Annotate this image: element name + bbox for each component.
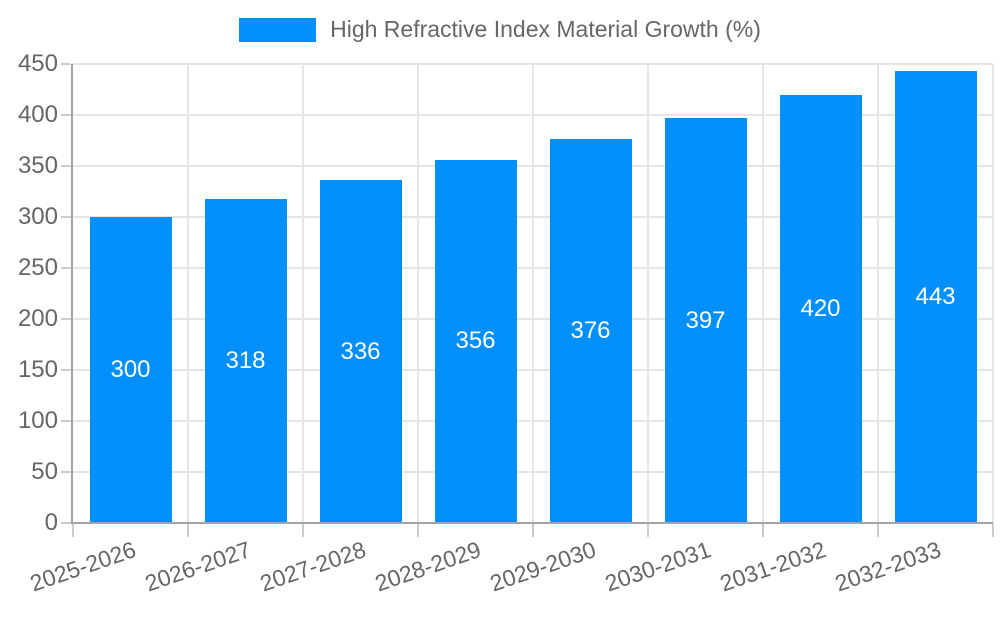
y-axis-tick <box>61 420 71 422</box>
gridline-vertical <box>187 64 189 523</box>
gridline-vertical <box>417 64 419 523</box>
bar-chart: High Refractive Index Material Growth (%… <box>0 16 1000 596</box>
x-axis-tick <box>762 524 764 537</box>
bar-value-label: 376 <box>570 317 611 345</box>
y-tick-label: 200 <box>17 305 58 332</box>
x-axis-tick <box>992 524 994 537</box>
x-axis-tick <box>72 524 74 537</box>
y-tick-label: 300 <box>17 203 58 230</box>
y-axis-tick <box>61 216 71 218</box>
y-tick-label: 250 <box>17 254 58 281</box>
bar <box>549 139 632 523</box>
legend-label: High Refractive Index Material Growth (%… <box>330 16 761 42</box>
bar <box>434 159 517 523</box>
x-axis-tick <box>187 524 189 537</box>
legend-item[interactable]: High Refractive Index Material Growth (%… <box>239 16 761 43</box>
y-axis-tick <box>61 114 71 116</box>
bar-value-label: 318 <box>225 346 266 374</box>
chart-legend: High Refractive Index Material Growth (%… <box>0 16 1000 43</box>
plot-area: 300 318 336 356 376 397 420 443 <box>73 63 994 524</box>
x-axis-tick <box>877 524 879 537</box>
gridline-vertical <box>647 64 649 523</box>
x-axis-tick <box>417 524 419 537</box>
gridline-vertical <box>302 64 304 523</box>
bar <box>204 198 287 523</box>
y-tick-label: 350 <box>17 152 58 179</box>
y-axis-tick <box>61 165 71 167</box>
gridline-vertical <box>992 64 994 523</box>
x-axis-line <box>71 522 993 524</box>
y-tick-label: 0 <box>44 509 58 536</box>
bar <box>89 217 172 523</box>
bar <box>319 180 402 523</box>
gridline-vertical <box>532 64 534 523</box>
bar <box>894 71 977 523</box>
bar-value-label: 356 <box>455 327 496 355</box>
legend-color-swatch <box>239 17 317 42</box>
bar-value-label: 336 <box>340 337 381 365</box>
y-axis-tick <box>61 522 71 524</box>
x-axis-tick <box>532 524 534 537</box>
gridline-vertical <box>877 64 879 523</box>
y-tick-label: 100 <box>17 407 58 434</box>
bar-value-label: 300 <box>110 356 151 383</box>
bar <box>664 118 747 523</box>
y-axis-tick <box>61 369 71 371</box>
gridline-vertical <box>762 64 764 523</box>
y-axis-tick <box>61 471 71 473</box>
bar-value-label: 420 <box>800 294 841 322</box>
bar-value-label: 443 <box>915 283 956 311</box>
x-axis-tick <box>647 524 649 537</box>
y-axis-tick <box>61 318 71 320</box>
y-axis-tick <box>61 267 71 269</box>
x-axis-tick <box>302 524 304 537</box>
y-axis-tick <box>61 63 71 65</box>
bar-value-label: 397 <box>685 306 726 334</box>
y-tick-label: 150 <box>17 356 58 383</box>
y-tick-label: 450 <box>17 50 58 77</box>
y-tick-label: 400 <box>17 101 58 128</box>
bar <box>779 94 862 523</box>
y-tick-label: 50 <box>31 458 58 485</box>
y-axis-line <box>71 64 73 523</box>
